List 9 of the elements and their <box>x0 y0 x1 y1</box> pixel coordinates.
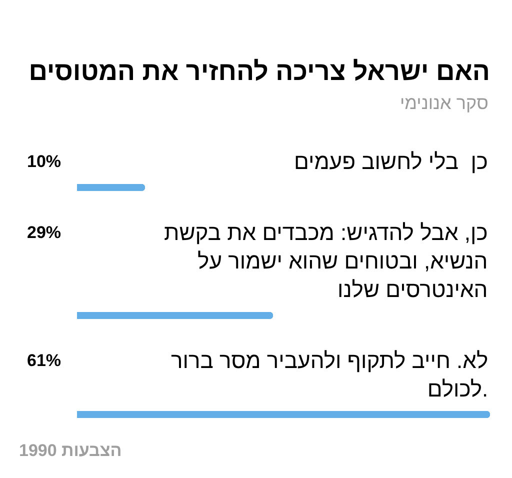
chart-title: האם ישראל צריכה להחזיר את המטוסים <box>28 56 490 86</box>
y-tick-label: כן בלי לחשוב פעמים <box>294 149 488 174</box>
data-label: 61% <box>27 351 62 370</box>
text: 1990 הצבעות <box>19 441 122 460</box>
chart-subtitle: סקר אנונימי <box>400 93 488 113</box>
data-label: 29% <box>27 223 62 242</box>
data-label: 10% <box>27 152 62 171</box>
y-tick-label: כן, אבל להדגיש: מכבדים את בקשת הנשיא, ובטוחים שהוא ישמור על האינטרסים שלנו <box>164 220 488 302</box>
y-tick-label: לא. חייב לתקוף ולהעביר מסר ברור לכולם. <box>171 348 488 402</box>
